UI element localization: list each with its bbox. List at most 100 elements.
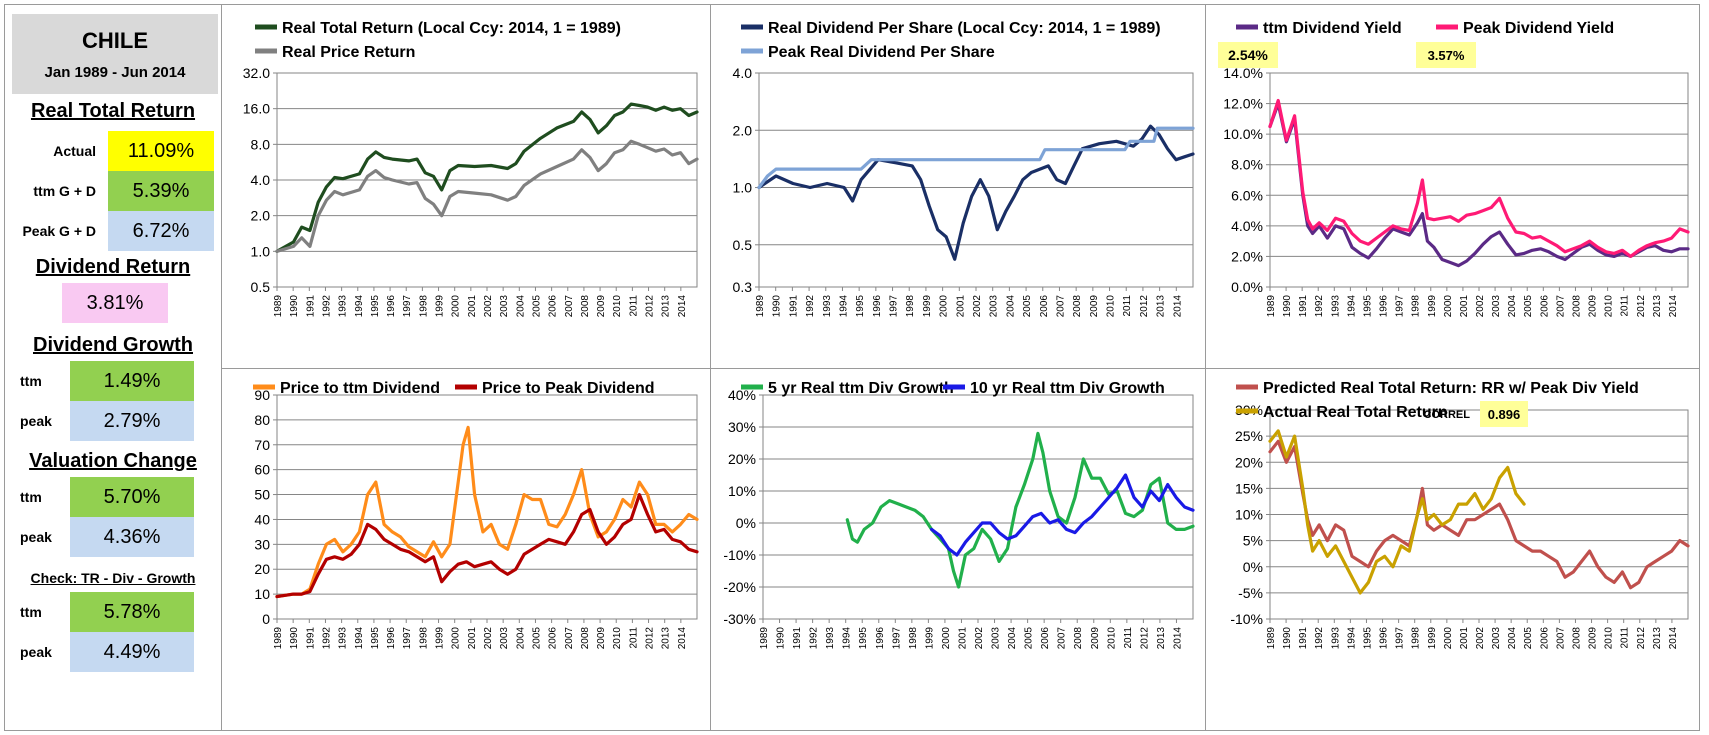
x-tick-label: 2012 xyxy=(645,627,656,650)
x-tick-label: 2013 xyxy=(1652,627,1663,650)
y-tick-label: 0.0% xyxy=(1231,279,1263,295)
x-tick-label: 2009 xyxy=(1588,295,1599,318)
dividend-return-heading: Dividend Return xyxy=(35,256,191,278)
y-tick-label: 0 xyxy=(262,611,270,627)
div-growth-peak-row: peak 2.79% xyxy=(4,401,222,441)
x-tick-label: 1993 xyxy=(338,295,349,318)
x-tick-label: 2003 xyxy=(1491,627,1502,650)
legend-label: Price to ttm Dividend xyxy=(280,380,440,397)
x-tick-label: 2000 xyxy=(941,627,952,650)
x-tick-label: 2014 xyxy=(1172,295,1183,318)
x-tick-label: 2011 xyxy=(1123,627,1134,649)
x-tick-label: 1992 xyxy=(321,295,332,318)
x-tick-label: 2012 xyxy=(1139,295,1150,318)
x-tick-label: 2012 xyxy=(1139,627,1150,650)
x-tick-label: 1996 xyxy=(386,627,397,650)
x-tick-label: 1998 xyxy=(1411,295,1422,318)
x-tick-label: 2003 xyxy=(499,295,510,318)
note-value: 3.57% xyxy=(1428,48,1465,63)
x-tick-label: 1989 xyxy=(755,295,766,318)
series-line-2 xyxy=(757,126,1195,190)
x-tick-label: 2001 xyxy=(955,295,966,318)
x-tick-label: 2003 xyxy=(499,627,510,650)
legend-label: Predicted Real Total Return: RR w/ Peak … xyxy=(1263,380,1639,397)
x-tick-label: 2013 xyxy=(1156,627,1167,650)
x-tick-label: 2002 xyxy=(1475,295,1486,318)
x-tick-label: 1996 xyxy=(386,295,397,318)
x-tick-label: 2014 xyxy=(677,627,688,650)
y-tick-label: 70 xyxy=(254,437,270,453)
x-tick-label: 1991 xyxy=(1298,627,1309,650)
x-tick-label: 2002 xyxy=(974,627,985,650)
x-tick-label: 1997 xyxy=(1395,627,1406,650)
y-tick-label: 4.0% xyxy=(1231,218,1263,234)
x-tick-label: 2008 xyxy=(1073,627,1084,650)
x-tick-label: 2007 xyxy=(1555,295,1566,318)
val-change-ttm-label: ttm xyxy=(20,489,42,505)
y-tick-label: 40 xyxy=(254,511,270,527)
note-value: 2.54% xyxy=(1228,47,1268,63)
y-tick-label: 12.0% xyxy=(1223,96,1263,112)
divider xyxy=(1205,4,1206,731)
x-tick-label: 1999 xyxy=(922,295,933,318)
country-header: CHILE Jan 1989 - Jun 2014 xyxy=(12,14,218,94)
y-tick-label: 10.0% xyxy=(1223,126,1263,142)
x-tick-label: 2010 xyxy=(612,295,623,318)
x-tick-label: 1995 xyxy=(1362,295,1373,318)
x-tick-label: 2013 xyxy=(661,295,672,318)
x-tick-label: 2014 xyxy=(1172,627,1183,650)
series-line-2 xyxy=(1268,429,1526,595)
x-tick-label: 2013 xyxy=(1652,295,1663,318)
x-tick-label: 1999 xyxy=(924,627,935,650)
check-ttm-label: ttm xyxy=(20,604,42,620)
x-tick-label: 2006 xyxy=(1539,627,1550,650)
x-tick-label: 2005 xyxy=(531,295,542,318)
x-tick-label: 1994 xyxy=(1346,295,1357,318)
x-tick-label: 1993 xyxy=(822,295,833,318)
plot-area xyxy=(758,72,1194,288)
x-tick-label: 2008 xyxy=(1571,627,1582,650)
x-tick-label: 2005 xyxy=(1022,295,1033,318)
x-tick-label: 2007 xyxy=(564,627,575,650)
series-line-2 xyxy=(1268,98,1690,258)
note-value: 0.896 xyxy=(1488,407,1521,422)
x-tick-label: 2001 xyxy=(1459,627,1470,650)
note-label: CORREL xyxy=(1424,409,1471,421)
y-tick-label: 4.0 xyxy=(733,65,753,81)
x-tick-label: 2000 xyxy=(1443,295,1454,318)
y-tick-label: 20 xyxy=(254,561,270,577)
x-tick-label: 2002 xyxy=(972,295,983,318)
x-tick-label: 1998 xyxy=(905,295,916,318)
y-tick-label: 20% xyxy=(728,451,756,467)
y-tick-label: 0.5 xyxy=(733,237,753,253)
x-tick-label: 1999 xyxy=(435,627,446,650)
x-tick-label: 2000 xyxy=(451,627,462,650)
x-tick-label: 1990 xyxy=(772,295,783,318)
x-tick-label: 2000 xyxy=(1443,627,1454,650)
y-tick-label: 10% xyxy=(728,483,756,499)
x-tick-label: 1997 xyxy=(402,627,413,650)
div-growth-peak-value: 2.79% xyxy=(70,401,194,441)
x-tick-label: 2003 xyxy=(991,627,1002,650)
x-tick-label: 1989 xyxy=(759,627,770,650)
x-tick-label: 1998 xyxy=(418,295,429,318)
x-tick-label: 2004 xyxy=(515,627,526,650)
series-line-2 xyxy=(275,139,699,253)
legend-label: Price to Peak Dividend xyxy=(482,380,655,397)
series-line-1 xyxy=(275,425,699,599)
x-tick-label: 2005 xyxy=(1523,295,1534,318)
check-peak-value: 4.49% xyxy=(70,632,194,672)
legend-label: Peak Real Dividend Per Share xyxy=(768,44,995,61)
x-tick-label: 2007 xyxy=(1057,627,1068,650)
y-tick-label: 25% xyxy=(1235,428,1263,444)
ttm-gd-label: ttm G + D xyxy=(33,183,96,199)
y-tick-label: 50 xyxy=(254,487,270,503)
x-tick-label: 1989 xyxy=(1266,295,1277,318)
x-tick-label: 2004 xyxy=(1005,295,1016,318)
x-tick-label: 2008 xyxy=(1072,295,1083,318)
real-total-return-heading: Real Total Return xyxy=(30,100,196,122)
x-tick-label: 1994 xyxy=(354,295,365,318)
x-tick-label: 2005 xyxy=(531,627,542,650)
x-tick-label: 2001 xyxy=(467,295,478,318)
x-tick-label: 1993 xyxy=(338,627,349,650)
